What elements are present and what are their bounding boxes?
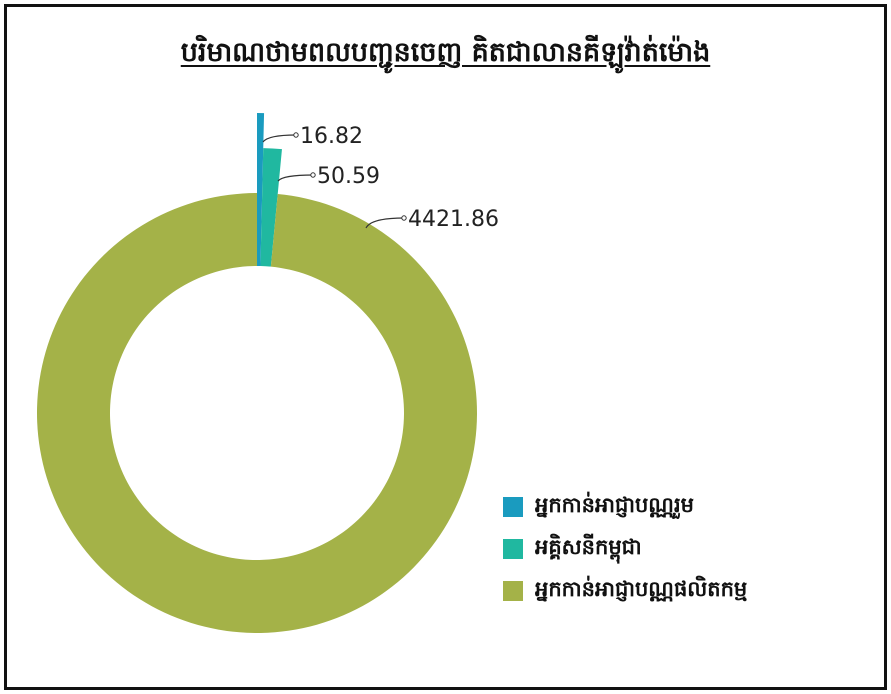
data-label: 16.82 [300, 124, 363, 149]
chart-legend: អ្នកកាន់អាជ្ញាបណ្ណរួមអគ្គិសនីកម្ពុជាអ្នក… [503, 486, 747, 612]
label-leader-dot [293, 132, 299, 138]
label-leader-line [262, 134, 297, 143]
legend-item: អ្នកកាន់អាជ្ញាបណ្ណរួម [503, 486, 747, 528]
legend-item: អ្នកកាន់អាជ្ញាបណ្ណផលិតកម្ម [503, 570, 747, 612]
legend-item: អគ្គិសនីកម្ពុជា [503, 528, 747, 570]
label-leader-dot [401, 215, 407, 221]
legend-label: អគ្គិសនីកម្ពុជា [535, 534, 642, 559]
pie-slice [37, 193, 478, 634]
label-leader-line [365, 217, 405, 229]
legend-swatch [503, 539, 523, 559]
legend-swatch [503, 581, 523, 601]
data-label: 4421.86 [408, 207, 499, 232]
legend-label: អ្នកកាន់អាជ្ញាបណ្ណរួម [535, 492, 694, 517]
pie-slice [260, 148, 282, 267]
legend-swatch [503, 497, 523, 517]
pie-slice [257, 113, 265, 267]
chart-title: បរិមាណថាមពលបញ្ជូនចេញ គិតជាលានគីឡូវ៉ាត់ម៉… [0, 36, 891, 75]
chart-title-text: បរិមាណថាមពលបញ្ជូនចេញ គិតជាលានគីឡូវ៉ាត់ម៉… [180, 37, 711, 68]
label-leader-line [277, 174, 314, 182]
legend-label: អ្នកកាន់អាជ្ញាបណ្ណផលិតកម្ម [535, 576, 748, 601]
data-label: 50.59 [317, 164, 380, 189]
label-leader-dot [310, 172, 316, 178]
